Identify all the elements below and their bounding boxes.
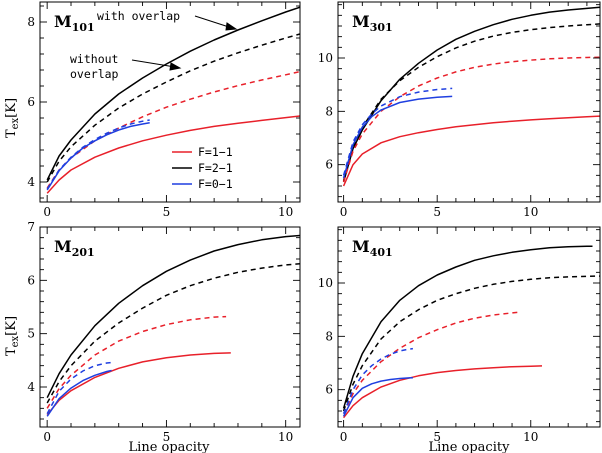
annotation-arrows [131,15,238,71]
series-group [342,6,600,187]
y-tick-label: 10 [318,51,333,65]
y-axis-label-top: Tex[K] [4,98,21,138]
x-tick-label: 5 [163,205,171,219]
y-tick-label: 5 [27,327,35,341]
annotation-without: without [70,52,118,66]
x-tick-label: 5 [433,205,441,219]
panel-201: 0 5 10 4 5 6 7 M201 [27,220,301,444]
series-line-2 [46,70,300,189]
annotation-with-overlap: with overlap [97,9,180,23]
arrow-head-without-overlap [169,62,182,71]
panel-frame [39,226,301,428]
x-tick-label: 10 [278,430,293,444]
series-line-1 [342,23,600,181]
y-tick-label: 6 [325,383,333,397]
x-tick-label: 10 [523,430,538,444]
x-tick-label: 0 [340,430,348,444]
x-tick-label: 10 [278,205,293,219]
x-tick-label: 5 [163,430,171,444]
series-line-0 [342,245,593,409]
ticks [338,227,600,427]
series-group [46,234,300,417]
series-line-0 [342,6,600,183]
series-line-4 [46,361,112,415]
ticks [40,226,300,427]
x-axis-label-left: Line opacity [129,440,211,453]
ticks [40,2,300,202]
arrow-without-overlap [131,59,176,68]
panel-label: M301 [352,12,393,34]
arrow-head-with-overlap [225,22,238,31]
series-line-2 [46,315,227,409]
x-tick-label: 5 [433,430,441,444]
series-line-1 [46,263,300,404]
y-tick-label: 6 [325,158,333,172]
legend-label-f01: F=0−1 [198,177,233,191]
y-tick-label: 4 [27,380,35,394]
x-axis-label-right: Line opacity [429,440,511,453]
series-line-5 [342,376,413,417]
x-tick-label: 0 [43,430,51,444]
panel-frame [337,1,601,203]
panel-101: 0 5 10 4 6 8 M101 [27,1,301,219]
series-line-3 [343,365,543,419]
panel-label: M401 [352,237,393,259]
series-line-1 [342,275,600,412]
legend: F=1−1 F=2−1 F=0−1 [172,145,233,191]
series-line-4 [342,347,413,414]
series-line-0 [46,6,300,181]
series-line-5 [46,369,112,417]
series-line-2 [342,311,518,415]
x-tick-label: 10 [523,205,538,219]
panels-layer: 0 5 10 4 6 8 M101 0 5 10 6 8 10 M301 0 5 10 4 5 6 7 M201 0 5 10 6… [27,1,601,444]
annotation-overlap: overlap [70,67,119,81]
panel-label: M101 [54,12,95,34]
series-line-4 [46,119,150,190]
arrow-with-overlap [194,15,233,29]
panel-301: 0 5 10 6 8 10 M301 [318,1,601,219]
x-tick-label: 0 [43,205,51,219]
series-line-2 [342,56,600,183]
series-line-5 [342,95,453,179]
series-line-3 [46,115,300,194]
y-tick-label: 6 [27,95,35,109]
y-tick-label: 8 [325,104,333,118]
series-line-0 [46,234,300,399]
series-group [46,6,300,194]
y-tick-label: 4 [27,175,35,189]
y-tick-label: 8 [325,329,333,343]
series-line-3 [342,115,600,187]
series-group [342,245,600,419]
legend-label-f21: F=2−1 [198,161,233,175]
y-tick-label: 7 [27,220,35,234]
series-line-5 [46,122,150,191]
y-tick-label: 10 [318,276,333,290]
y-tick-label: 8 [27,15,35,29]
y-axis-label-bottom: Tex[K] [4,316,21,356]
x-tick-label: 0 [340,205,348,219]
legend-label-f11: F=1−1 [198,145,233,159]
ticks [338,2,600,202]
y-tick-label: 6 [27,273,35,287]
series-line-3 [46,352,231,416]
panel-label: M201 [54,237,95,259]
panel-frame [337,226,601,428]
panel-401: 0 5 10 6 8 10 M401 [318,226,601,444]
